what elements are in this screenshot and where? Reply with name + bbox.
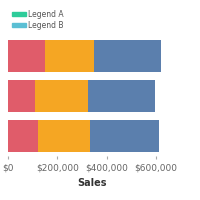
Bar: [35, 80, 88, 112]
Bar: [8, 120, 38, 152]
Bar: [88, 80, 155, 112]
Bar: [45, 40, 94, 72]
X-axis label: Sales: Sales: [77, 178, 107, 188]
Bar: [8, 40, 45, 72]
Bar: [8, 80, 35, 112]
Legend: Legend A, Legend B: Legend A, Legend B: [12, 10, 63, 30]
Bar: [94, 40, 161, 72]
Bar: [90, 120, 159, 152]
Bar: [38, 120, 90, 152]
